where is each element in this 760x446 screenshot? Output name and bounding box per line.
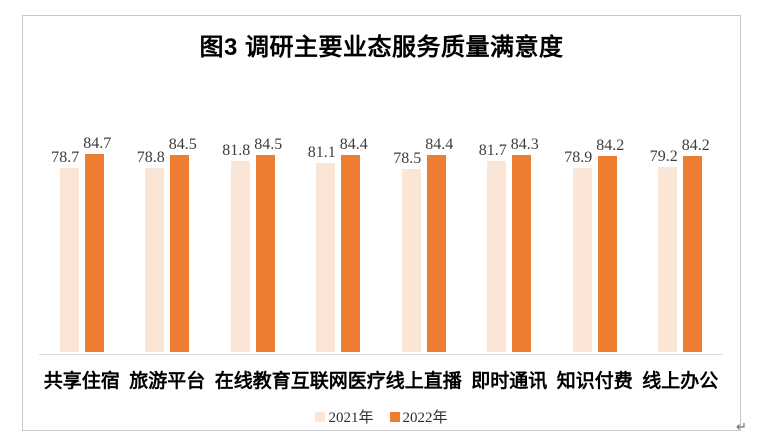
legend-label: 2022年 [402,410,448,426]
bar-2021年 [59,168,79,352]
bar-2022年 [341,155,361,352]
category-axis-line [39,354,723,355]
bar-2021年 [230,161,250,352]
bar-2021年 [487,161,507,352]
value-label-2022年: 84.2 [596,137,625,154]
chart-legend: 2021年 2022年 [23,406,740,427]
value-label-2022年: 84.3 [510,136,539,153]
value-label-2021年: 78.8 [136,149,165,166]
legend-item-2022年: 2022年 [389,406,448,427]
chart-object[interactable]: 图3 调研主要业态服务质量满意度 78.7 84.7 共享住宿 78.8 84.5 旅游平… [22,15,741,431]
bar-2022年 [683,156,703,352]
value-label-2021年: 81.1 [307,144,336,161]
bar-2022年 [170,155,190,352]
value-label-2021年: 79.2 [649,148,678,165]
category-label: 线上直播 [385,371,462,392]
bar-2022年 [512,155,532,352]
chart-title: 图3 调研主要业态服务质量满意度 [199,34,564,61]
bar-2021年 [572,168,592,352]
category-label: 线上办公 [642,371,719,392]
bar-2022年 [84,154,104,352]
legend-swatch-icon [389,411,400,422]
plot-area: 78.7 84.7 共享住宿 78.8 84.5 旅游平台 81.8 84.5 在线教育 81.1… [23,16,740,430]
bar-2022年 [597,156,617,352]
bar-2021年 [145,168,165,352]
bar-2021年 [401,169,421,352]
paragraph-return-mark: ↵ [736,419,747,434]
bar-2022年 [255,155,275,352]
category-label: 旅游平台 [129,371,206,392]
value-label-2022年: 84.5 [254,136,283,153]
value-label-2022年: 84.7 [83,135,112,152]
value-label-2022年: 84.2 [681,137,710,154]
bar-2022年 [426,155,446,352]
value-label-2022年: 84.4 [339,136,368,153]
value-label-2022年: 84.5 [168,136,197,153]
value-label-2021年: 78.5 [393,150,422,167]
category-label: 知识付费 [556,371,633,392]
value-label-2021年: 78.9 [564,149,593,166]
value-label-2021年: 81.7 [478,142,507,159]
category-label: 互联网医疗 [290,371,386,392]
value-label-2022年: 84.4 [425,136,454,153]
value-label-2021年: 78.7 [51,149,80,166]
legend-item-2021年: 2021年 [315,406,374,427]
category-label: 在线教育 [214,371,291,392]
legend-label: 2021年 [328,410,374,426]
legend-swatch-icon [315,411,326,422]
category-label: 共享住宿 [43,371,120,392]
category-label: 即时通讯 [471,371,548,392]
bar-2021年 [658,167,678,352]
bar-2021年 [316,163,336,352]
value-label-2021年: 81.8 [222,142,251,159]
